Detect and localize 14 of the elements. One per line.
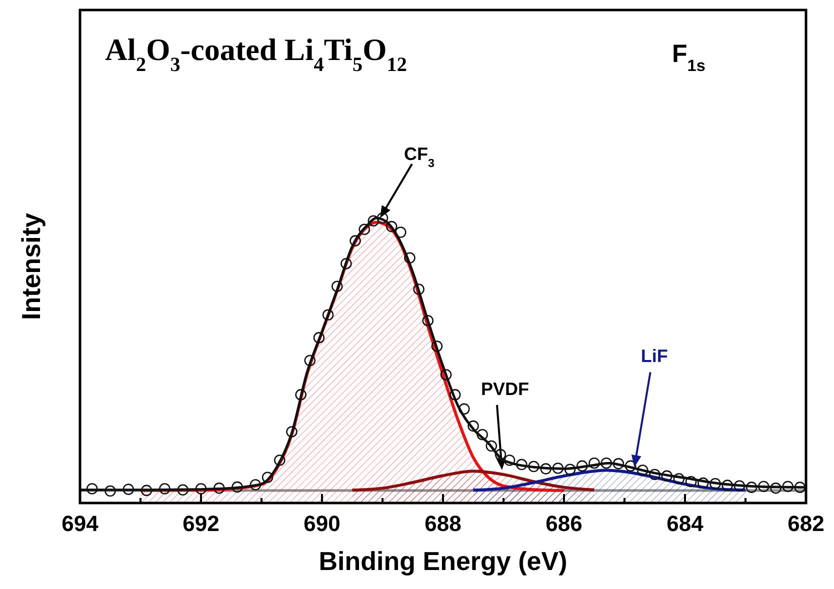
x-axis-title: Binding Energy (eV)	[318, 546, 568, 576]
text: CF$_{3}$	[404, 144, 435, 170]
x-tick-label: 682	[788, 511, 824, 536]
x-tick-label: 688	[424, 511, 462, 536]
y-axis-title: Intensity	[16, 212, 46, 320]
text: F$_{1s}$	[672, 40, 706, 75]
x-tick-label: 690	[304, 511, 340, 536]
chart-title: Al$_{2}$O$_{3}$-coated Li$_{4}$Ti$_{5}$O$_{12}$	[105, 32, 407, 76]
annotation: PVDF	[480, 379, 530, 399]
x-tick-label: 692	[182, 511, 220, 536]
text: LiF	[640, 346, 668, 366]
x-tick-label: 686	[546, 511, 582, 536]
x-tick-label: 694	[62, 511, 100, 536]
x-tick-label: 684	[666, 511, 704, 536]
